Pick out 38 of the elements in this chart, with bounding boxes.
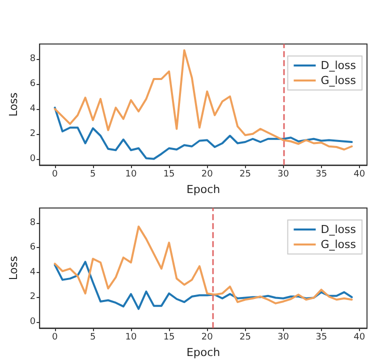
x-tick-label: 5 (90, 332, 96, 343)
y-tick-label: 8 (30, 54, 36, 64)
legend-label: G_loss (320, 238, 356, 251)
y-tick-label: 4 (30, 104, 36, 114)
y-tick-label: 0 (30, 316, 36, 327)
y-tick-label: 2 (30, 292, 36, 302)
x-tick-label: 25 (239, 332, 251, 343)
y-tick-label: 4 (30, 267, 36, 278)
x-tick-label: 5 (90, 170, 96, 180)
x-tick-label: 15 (163, 332, 175, 343)
x-tick-label: 35 (316, 332, 328, 343)
x-axis-title: Epoch (186, 346, 220, 359)
x-tick-label: 0 (52, 332, 58, 343)
x-tick-label: 40 (354, 332, 366, 343)
x-axis-title: Epoch (186, 183, 220, 196)
y-tick-label: 6 (30, 242, 36, 253)
y-tick-label: 0 (30, 154, 36, 164)
y-axis-title: Loss (7, 256, 20, 280)
x-tick-label: 40 (354, 170, 366, 180)
y-tick-label: 6 (30, 78, 36, 89)
x-tick-label: 25 (239, 170, 251, 180)
line-series (54, 106, 353, 160)
x-tick-label: 0 (52, 170, 58, 180)
x-tick-label: 10 (125, 170, 137, 180)
x-tick-label: 10 (125, 332, 137, 343)
y-tick-label: 2 (30, 128, 36, 139)
legend-label: D_loss (320, 59, 356, 72)
x-tick-label: 20 (201, 170, 214, 180)
line-series (54, 260, 353, 310)
x-tick-label: 30 (278, 170, 290, 180)
x-tick-label: 30 (278, 332, 290, 343)
legend-label: G_loss (320, 74, 356, 87)
y-axis-title: Loss (7, 92, 20, 117)
x-tick-label: 15 (163, 170, 175, 180)
x-tick-label: 20 (201, 332, 214, 343)
x-tick-label: 35 (316, 170, 328, 180)
legend-label: D_loss (320, 223, 356, 236)
y-tick-label: 8 (30, 218, 36, 228)
